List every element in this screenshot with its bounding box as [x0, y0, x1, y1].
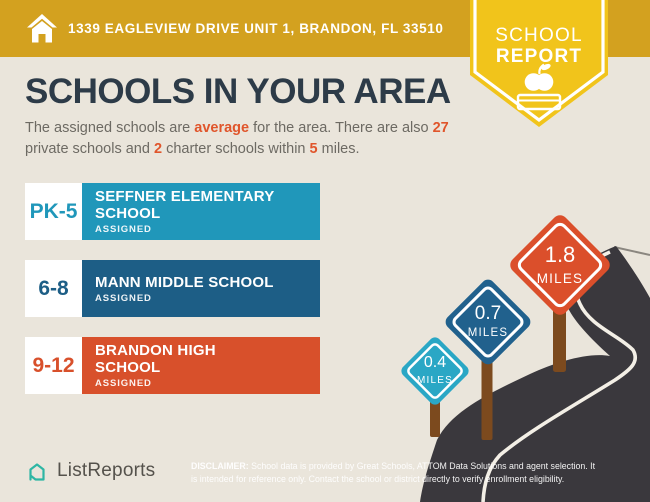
- summary-text-part: miles.: [317, 141, 360, 157]
- apple-icon: [524, 63, 554, 91]
- summary-line-2: private schools and 2 charter schools wi…: [25, 139, 465, 160]
- sign-distance-unit: MILES: [537, 271, 584, 286]
- school-list: PK-5 SEFFNER ELEMENTARY SCHOOL ASSIGNED …: [25, 183, 320, 394]
- sign-distance-unit: MILES: [468, 327, 509, 339]
- book-icon: [516, 93, 562, 111]
- grade-range: 6-8: [25, 260, 82, 317]
- assigned-label: ASSIGNED: [95, 224, 152, 235]
- badge-inner-border: [473, 0, 605, 122]
- sign-distance-value: 0.4: [424, 354, 446, 371]
- sign-distance-value: 1.8: [545, 242, 576, 267]
- listreports-logo: ListReports: [25, 459, 155, 483]
- radius-miles: 5: [309, 141, 318, 157]
- sign-post-high: [553, 303, 566, 372]
- summary-text-part: The assigned schools are: [25, 120, 195, 136]
- summary-text-part: for the area. There are also: [249, 120, 433, 136]
- summary-text-part: charter schools within: [162, 141, 310, 157]
- sign-diamond: [445, 279, 531, 365]
- disclaimer-rest: School data is provided by Great Schools…: [248, 461, 596, 471]
- assigned-label: ASSIGNED: [95, 292, 152, 304]
- badge-line2: REPORT: [496, 46, 582, 67]
- school-card-elementary: PK-5 SEFFNER ELEMENTARY SCHOOL ASSIGNED: [25, 183, 320, 240]
- school-card-body: SEFFNER ELEMENTARY SCHOOL ASSIGNED: [82, 183, 320, 240]
- school-card-body: BRANDON HIGH SCHOOL ASSIGNED: [82, 337, 320, 394]
- sign-distance-value: 0.7: [475, 303, 501, 324]
- distance-sign-elementary: 0.4 MILES: [401, 337, 469, 405]
- road-horizon-line: [613, 246, 650, 256]
- disclaimer-line-1: DISCLAIMER: School data is provided by G…: [191, 460, 637, 473]
- sign-diamond: [510, 215, 610, 315]
- listreports-logo-icon: [29, 463, 45, 481]
- sign-post-middle: [481, 352, 493, 440]
- sign-inner-border: [407, 343, 463, 399]
- brand-name: ListReports: [57, 460, 156, 481]
- disclaimer-line-2: is intended for reference only. Contact …: [191, 474, 565, 484]
- home-icon: [26, 13, 58, 44]
- charter-school-count: 2: [153, 141, 163, 157]
- sign-inner-border: [452, 286, 524, 358]
- grade-range: 9-12: [25, 337, 82, 394]
- assigned-label: ASSIGNED: [95, 378, 152, 389]
- sign-diamond: [401, 337, 469, 405]
- school-report-badge: SCHOOL REPORT: [466, 0, 612, 134]
- summary-line-1: The assigned schools are average for the…: [25, 118, 465, 139]
- badge-line1: SCHOOL: [495, 25, 582, 46]
- private-school-count: 27: [432, 120, 449, 136]
- disclaimer-text: DISCLAIMER: School data is provided by G…: [191, 460, 637, 486]
- sign-distance-unit: MILES: [417, 375, 453, 386]
- school-card-middle: 6-8 MANN MIDDLE SCHOOL ASSIGNED: [25, 260, 320, 317]
- disclaimer-label: DISCLAIMER:: [191, 461, 249, 471]
- school-name: SEFFNER ELEMENTARY SCHOOL: [95, 188, 275, 222]
- school-name: BRANDON HIGH SCHOOL: [95, 342, 216, 376]
- sign-post-elementary: [430, 393, 440, 437]
- school-card-body: MANN MIDDLE SCHOOL ASSIGNED: [82, 260, 320, 317]
- rating-highlight: average: [194, 120, 250, 136]
- property-address: 1339 EAGLEVIEW DRIVE UNIT 1, BRANDON, FL…: [68, 21, 444, 36]
- school-name: MANN MIDDLE SCHOOL: [95, 273, 274, 291]
- school-card-high: 9-12 BRANDON HIGH SCHOOL ASSIGNED: [25, 337, 320, 394]
- summary-text: The assigned schools are average for the…: [25, 118, 465, 160]
- grade-range: PK-5: [25, 183, 82, 240]
- distance-sign-high: 1.8 MILES: [510, 215, 610, 315]
- page-title: SCHOOLS IN YOUR AREA: [25, 72, 451, 111]
- summary-text-part: private schools and: [25, 141, 154, 157]
- distance-sign-middle: 0.7 MILES: [445, 279, 531, 365]
- sign-inner-border: [517, 222, 603, 308]
